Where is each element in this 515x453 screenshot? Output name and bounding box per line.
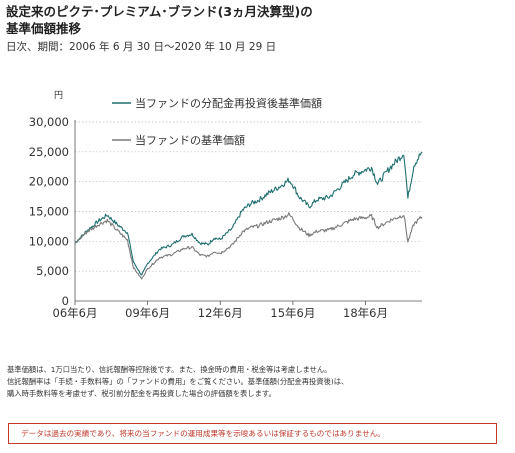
x-tick-label: 06年6月 — [53, 306, 98, 320]
title-line-2: 基準価額推移 — [6, 21, 82, 36]
chart-series — [74, 151, 423, 280]
y-tick-label: 5,000 — [36, 264, 69, 278]
footnotes: 基準価額は、1万口当たり、信託報酬等控除後です。また、換金時の費用・税金等は考慮… — [7, 364, 512, 400]
y-tick-label: 25,000 — [29, 145, 69, 159]
y-tick-label: 10,000 — [29, 234, 69, 248]
footnote-3: 購入時手数料等を考慮せず、税引前分配金を再投資した場合の評価額を表します。 — [7, 389, 276, 398]
y-axis-ticks: 0 5,000 10,000 15,000 20,000 25,000 30,000 — [29, 115, 69, 308]
x-tick-label: 15年6月 — [270, 306, 315, 320]
y-tick-label: 20,000 — [29, 175, 69, 189]
series-line-nav — [74, 212, 423, 280]
legend-entry: 当ファンドの分配金再投資後基準価額 — [135, 96, 322, 110]
x-tick-label: 09年6月 — [125, 306, 170, 320]
x-axis-ticks: 06年6月 09年6月 12年6月 15年6月 18年6月 — [53, 301, 388, 320]
period-text: 日次、期間：2006 年 6 月 30 日～2020 年 10 月 29 日 — [6, 41, 277, 53]
y-tick-label: 0 — [62, 294, 69, 308]
chart-axes — [74, 120, 422, 302]
chart-grid — [75, 121, 422, 272]
title-line-1: 設定来のピクテ･プレミアム･ブランド(3ヵ月決算型)の — [6, 4, 313, 19]
disclaimer-box: データは過去の実績であり、将来の当ファンドの運用成果等を示唆あるいは保証するもの… — [8, 423, 497, 444]
legend-entry: 当ファンドの基準価額 — [135, 133, 245, 147]
page-title: 設定来のピクテ･プレミアム･ブランド(3ヵ月決算型)の 基準価額推移 — [6, 3, 313, 37]
x-tick-label: 12年6月 — [198, 306, 243, 320]
y-tick-label: 30,000 — [29, 115, 69, 129]
y-tick-label: 15,000 — [29, 205, 69, 219]
disclaimer-text: データは過去の実績であり、将来の当ファンドの運用成果等を示唆あるいは保証するもの… — [21, 429, 385, 438]
x-tick-label: 18年6月 — [343, 306, 388, 320]
footnote-1: 基準価額は、1万口当たり、信託報酬等控除後です。また、換金時の費用・税金等は考慮… — [7, 365, 332, 374]
series-line-reinvested-nav — [74, 151, 423, 276]
footnote-2: 信託報酬率は「手続・手数料等」の「ファンドの費用」をご覧ください。基準価額(分配… — [7, 377, 349, 386]
y-unit-label: 円 — [54, 90, 63, 101]
nav-line-chart: 0 5,000 10,000 15,000 20,000 25,000 30,000 06年… — [29, 90, 423, 320]
